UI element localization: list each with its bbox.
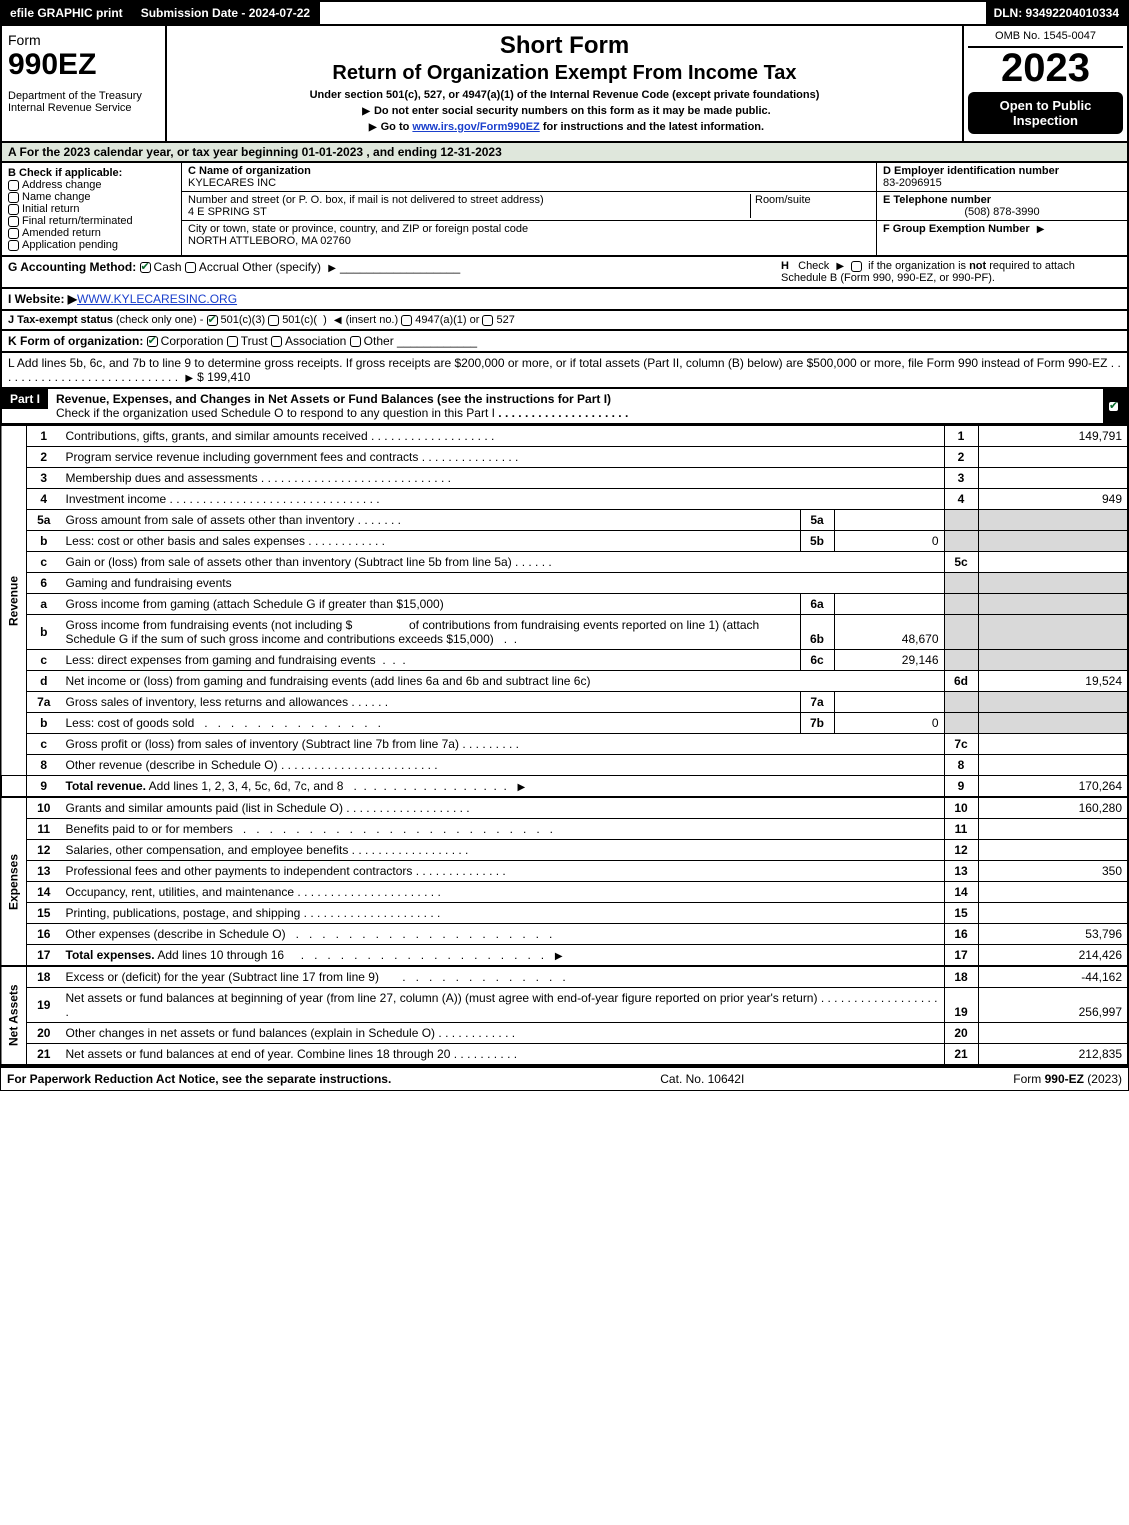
form-label: Form: [8, 32, 159, 48]
form-ref: Form 990-EZ (2023): [1013, 1072, 1122, 1086]
line-4-value: 949: [978, 489, 1128, 510]
k-corporation-checkbox[interactable]: [147, 336, 158, 347]
b-name-change[interactable]: Name change: [8, 191, 175, 203]
d-ein: D Employer identification number 83-2096…: [877, 163, 1127, 192]
top-bar: efile GRAPHIC print Submission Date - 20…: [0, 0, 1129, 26]
part1-label: Part I: [2, 389, 48, 409]
under-section: Under section 501(c), 527, or 4947(a)(1)…: [175, 89, 954, 101]
expenses-section-label: Expenses: [1, 797, 27, 966]
street-value: 4 E SPRING ST: [188, 206, 267, 218]
no-ssn-notice: Do not enter social security numbers on …: [175, 105, 954, 117]
j-501c3-checkbox[interactable]: [207, 315, 218, 326]
tax-year: 2023: [968, 48, 1123, 88]
header-right: OMB No. 1545-0047 2023 Open to Public In…: [962, 26, 1127, 141]
submission-date: Submission Date - 2024-07-22: [133, 2, 320, 24]
part1-schedule-o-check[interactable]: [1103, 389, 1127, 423]
row-gh: G Accounting Method: Cash Accrual Other …: [0, 257, 1129, 289]
dept-treasury: Department of the Treasury Internal Reve…: [8, 90, 159, 114]
header-center: Short Form Return of Organization Exempt…: [167, 26, 962, 141]
entity-block: B Check if applicable: Address change Na…: [0, 163, 1129, 257]
line-6b-value: 48,670: [834, 615, 944, 650]
paperwork-notice: For Paperwork Reduction Act Notice, see …: [7, 1072, 391, 1086]
short-form-title: Short Form: [175, 32, 954, 60]
g-accrual-checkbox[interactable]: [185, 262, 196, 273]
b-label: B Check if applicable:: [8, 167, 175, 179]
line-1-value: 149,791: [978, 426, 1128, 447]
revenue-section-label: Revenue: [1, 426, 27, 776]
row-k-org-form: K Form of organization: Corporation Trus…: [0, 331, 1129, 353]
city-value: NORTH ATTLEBORO, MA 02760: [188, 235, 351, 247]
line-desc: Contributions, gifts, grants, and simila…: [61, 426, 945, 447]
line-17-value: 214,426: [978, 945, 1128, 967]
form-header: Form 990EZ Department of the Treasury In…: [0, 26, 1129, 143]
b-final-return[interactable]: Final return/terminated: [8, 215, 175, 227]
line-13-value: 350: [978, 861, 1128, 882]
e-phone: E Telephone number (508) 878-3990: [877, 192, 1127, 221]
gross-receipts-value: $ 199,410: [197, 370, 250, 384]
line-6c-value: 29,146: [834, 650, 944, 671]
part1-title: Revenue, Expenses, and Changes in Net As…: [48, 389, 1103, 423]
form-number: 990EZ: [8, 48, 159, 82]
c-org-name: C Name of organization KYLECARES INC: [182, 163, 876, 192]
b-application-pending[interactable]: Application pending: [8, 239, 175, 251]
dln: DLN: 93492204010334: [986, 2, 1127, 24]
section-def: D Employer identification number 83-2096…: [877, 163, 1127, 255]
line-num: 1: [27, 426, 61, 447]
c-city: City or town, state or province, country…: [182, 221, 876, 249]
line-7b-value: 0: [834, 713, 944, 734]
line-19-value: 256,997: [978, 988, 1128, 1023]
netassets-section-label: Net Assets: [1, 966, 27, 1065]
g-cash-checkbox[interactable]: [140, 262, 151, 273]
org-name-value: KYLECARES INC: [188, 177, 276, 189]
line-5b-value: 0: [834, 531, 944, 552]
row-i-website: I Website: ▶WWW.KYLECARESINC.ORG: [0, 289, 1129, 311]
h-schedule-b: H Check if the organization is not requi…: [781, 260, 1121, 284]
part1-table: Revenue 1 Contributions, gifts, grants, …: [0, 425, 1129, 1066]
b-amended-return[interactable]: Amended return: [8, 227, 175, 239]
row-a-calendar-year: A For the 2023 calendar year, or tax yea…: [0, 143, 1129, 163]
h-checkbox[interactable]: [851, 261, 862, 272]
line-18-value: -44,162: [978, 966, 1128, 988]
g-accounting: G Accounting Method: Cash Accrual Other …: [8, 260, 460, 284]
b-initial-return[interactable]: Initial return: [8, 203, 175, 215]
goto-notice: Go to www.irs.gov/Form990EZ for instruct…: [175, 121, 954, 133]
page-footer: For Paperwork Reduction Act Notice, see …: [0, 1066, 1129, 1091]
open-public-badge: Open to Public Inspection: [968, 92, 1123, 134]
part1-header-row: Part I Revenue, Expenses, and Changes in…: [0, 389, 1129, 425]
c-street-row: Number and street (or P. O. box, if mail…: [182, 192, 876, 221]
header-left: Form 990EZ Department of the Treasury In…: [2, 26, 167, 141]
line-9-value: 170,264: [978, 776, 1128, 798]
ein-value: 83-2096915: [883, 177, 942, 189]
section-b: B Check if applicable: Address change Na…: [2, 163, 182, 255]
f-group-exemption: F Group Exemption Number: [877, 221, 1127, 237]
line-10-value: 160,280: [978, 797, 1128, 819]
line-21-value: 212,835: [978, 1044, 1128, 1066]
efile-print[interactable]: efile GRAPHIC print: [2, 2, 133, 24]
row-j-tax-exempt: J Tax-exempt status (check only one) - 5…: [0, 311, 1129, 331]
room-suite: Room/suite: [750, 194, 870, 218]
irs-link[interactable]: www.irs.gov/Form990EZ: [412, 121, 539, 133]
line-16-value: 53,796: [978, 924, 1128, 945]
website-link[interactable]: WWW.KYLECARESINC.ORG: [77, 292, 237, 306]
main-title: Return of Organization Exempt From Incom…: [175, 62, 954, 85]
row-l-gross-receipts: L Add lines 5b, 6c, and 7b to line 9 to …: [0, 353, 1129, 389]
section-c: C Name of organization KYLECARES INC Num…: [182, 163, 877, 255]
b-address-change[interactable]: Address change: [8, 179, 175, 191]
cat-no: Cat. No. 10642I: [660, 1072, 744, 1086]
phone-value: (508) 878-3990: [883, 206, 1121, 218]
line-6d-value: 19,524: [978, 671, 1128, 692]
